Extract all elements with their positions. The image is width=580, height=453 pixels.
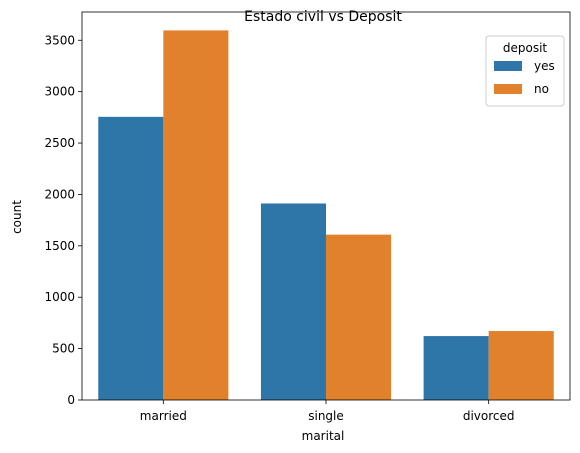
chart-title: Estado civil vs Deposit [244, 9, 402, 25]
y-tick-label: 500 [52, 342, 75, 356]
legend-swatch-no [494, 84, 522, 94]
y-ticks: 0 500 1000 1500 2000 2500 3000 3500 [44, 33, 82, 407]
legend-swatch-yes [494, 61, 522, 71]
y-tick-label: 2000 [44, 187, 75, 201]
plot-frame [81, 11, 571, 401]
x-axis-label: marital [302, 429, 345, 443]
x-ticks: married single divorced [140, 400, 515, 423]
x-tick-label-married: married [140, 409, 187, 423]
bar-no-divorced [488, 331, 554, 400]
y-tick-label: 2500 [44, 136, 75, 150]
x-tick-label-single: single [308, 409, 344, 423]
y-tick-label: 0 [67, 393, 75, 407]
bars-group [98, 30, 554, 400]
bar-yes-divorced [423, 336, 489, 400]
legend: deposit yes no [485, 35, 565, 107]
y-tick-label: 3000 [44, 85, 75, 99]
y-tick-label: 1000 [44, 290, 75, 304]
legend-title: deposit [503, 41, 548, 55]
x-tick-label-divorced: divorced [463, 409, 515, 423]
y-tick-label: 3500 [44, 33, 75, 47]
legend-label-yes: yes [534, 59, 555, 73]
y-tick-label: 1500 [44, 239, 75, 253]
bar-yes-married [98, 116, 164, 400]
legend-label-no: no [534, 82, 549, 96]
y-axis-label: count [10, 200, 24, 234]
bar-no-married [163, 30, 229, 400]
bar-yes-single [260, 203, 326, 400]
bar-no-single [326, 234, 392, 400]
